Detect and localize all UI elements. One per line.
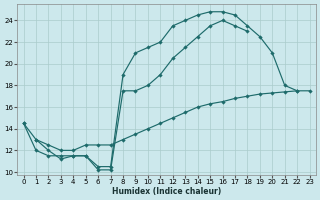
X-axis label: Humidex (Indice chaleur): Humidex (Indice chaleur) xyxy=(112,187,221,196)
